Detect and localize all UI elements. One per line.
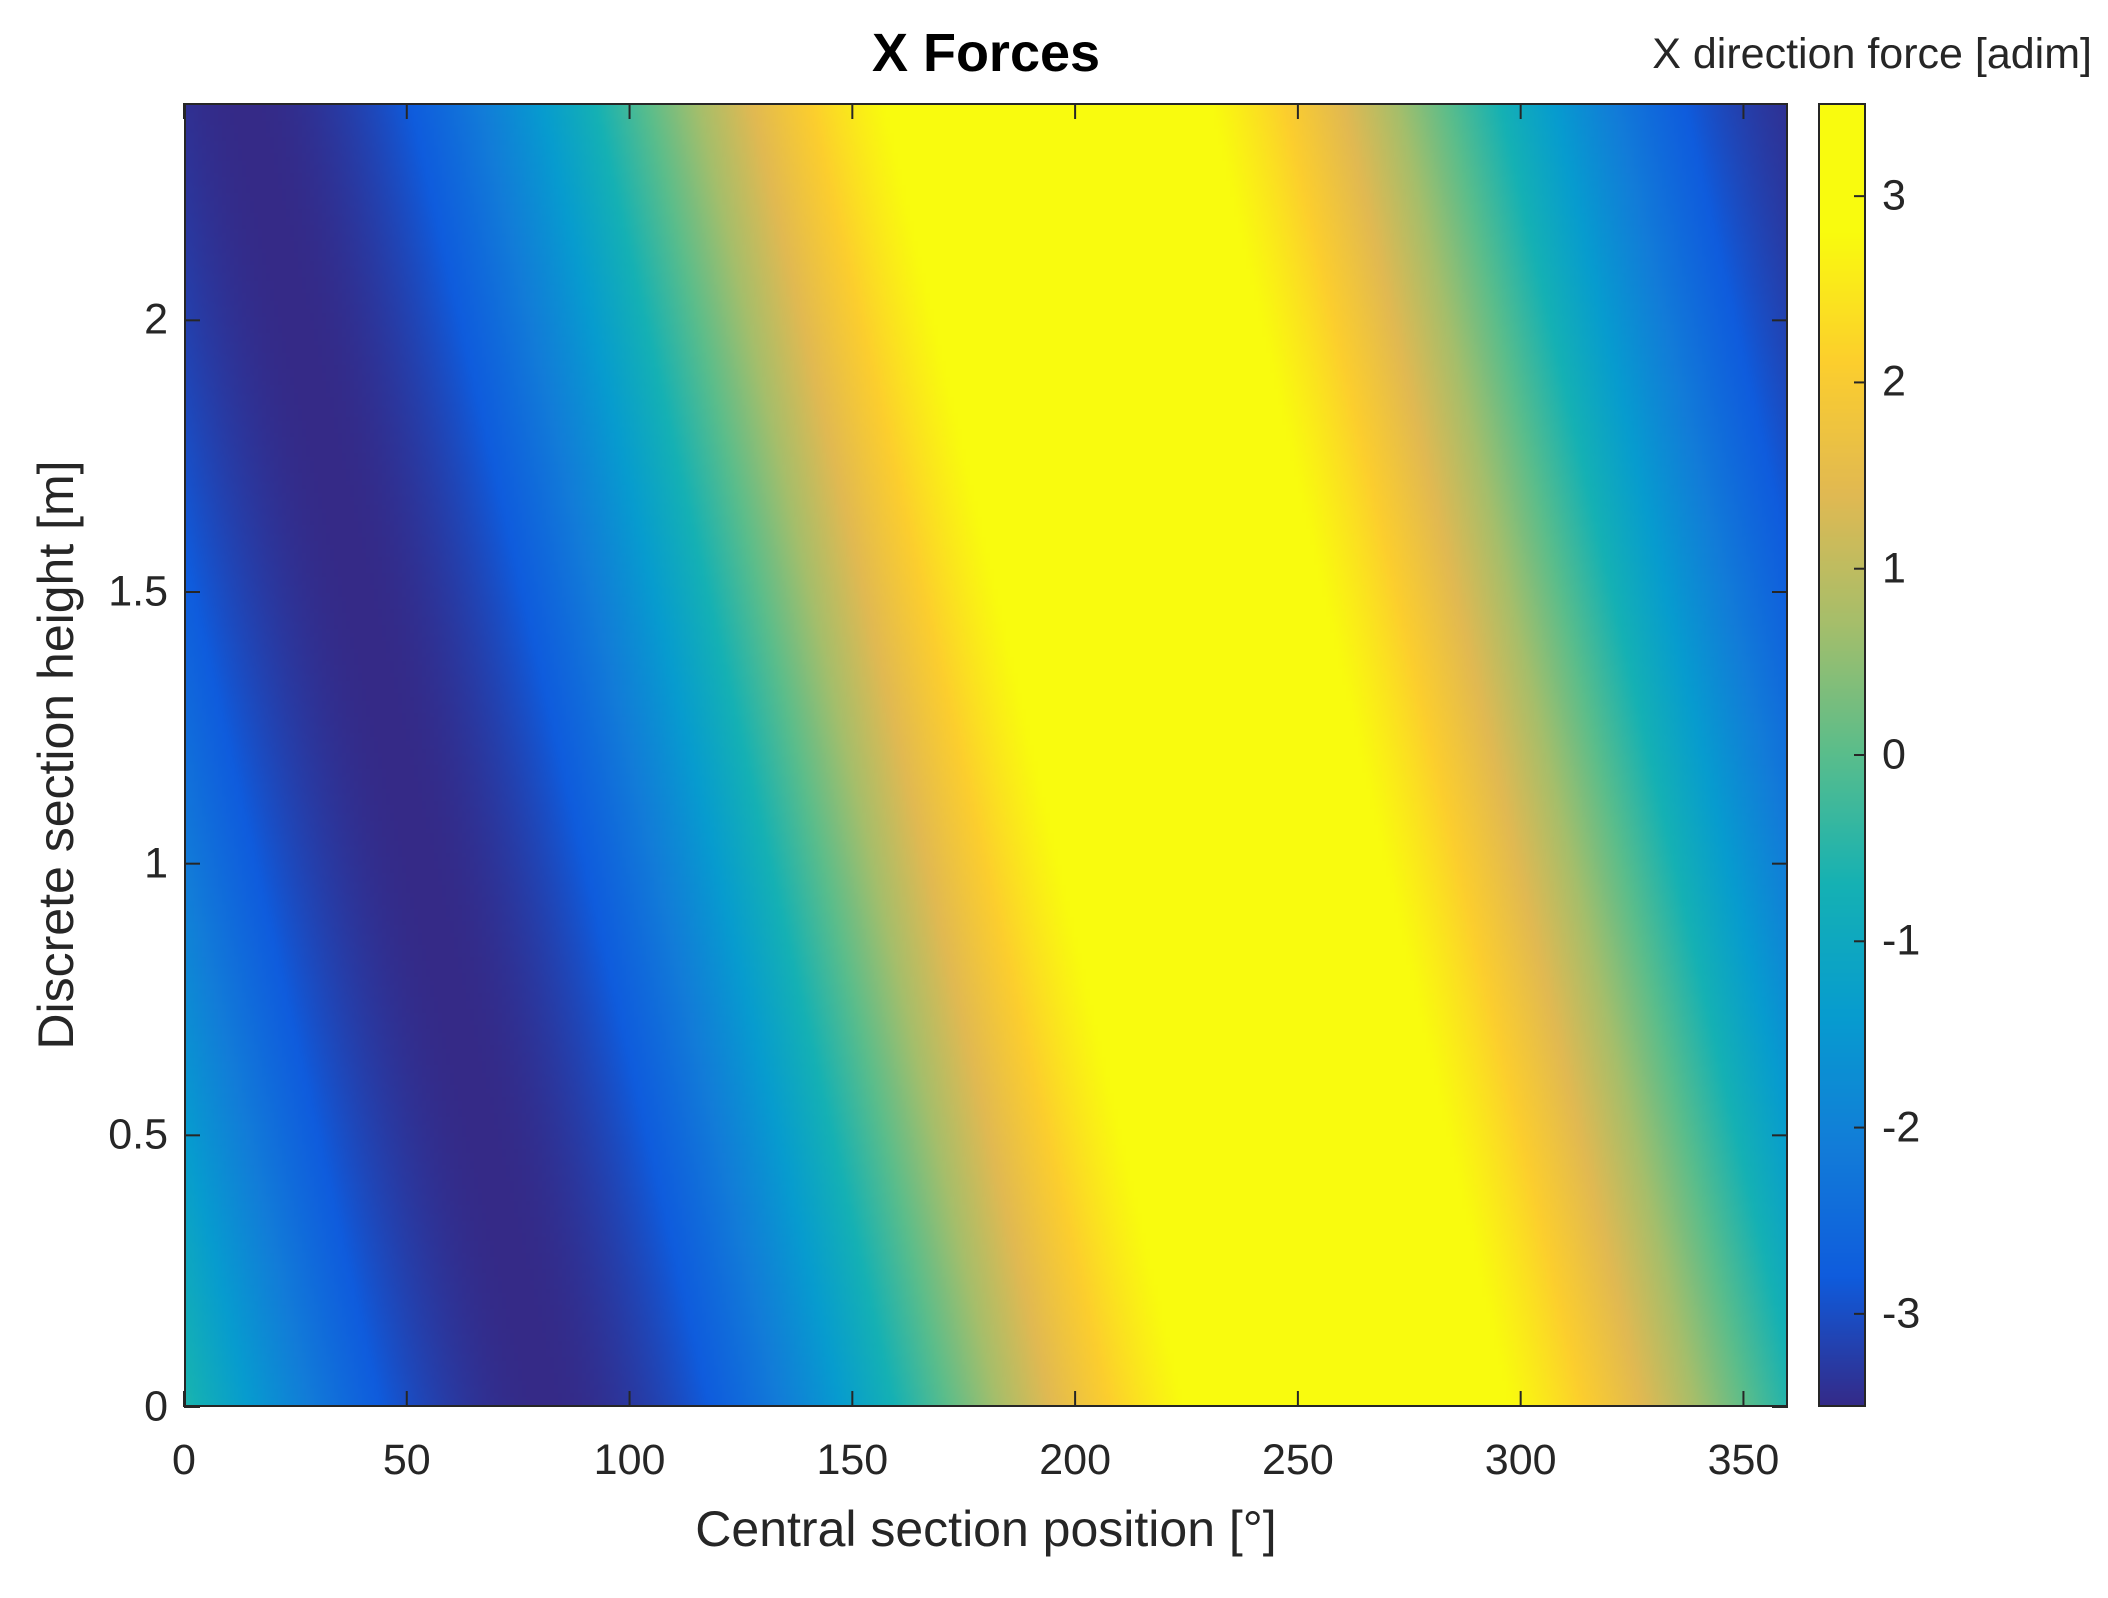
x-tick-label: 50 [382,1436,431,1484]
x-tick-label: 350 [1707,1436,1780,1484]
x-tick-label: 0 [172,1436,196,1484]
plot-border [184,103,1788,1407]
x-axis-label: Central section position [°] [695,1501,1277,1557]
y-tick-label: 1.5 [108,567,168,616]
plot-area [183,103,1788,1408]
x-tick-label: 200 [1039,1436,1111,1484]
y-tick-label: 2 [144,295,168,344]
colorbar-tick-label: 0 [1882,730,1906,779]
colorbar-tick-label: 3 [1882,171,1906,220]
heatmap-image [184,103,1788,1407]
colorbar-frame [1818,103,1866,1407]
y-axis-label: Discrete section height [m] [28,460,84,1050]
colorbar [1818,103,1866,1407]
colorbar-tick-label: -2 [1882,1103,1921,1152]
x-tick-label: 150 [816,1436,889,1484]
plot-frame [183,103,1788,1408]
x-tick-label: 250 [1262,1436,1334,1484]
colorbar-tick-label: 1 [1882,544,1906,593]
colorbar-tick-label: -3 [1882,1289,1921,1338]
colorbar-tick-label: 2 [1882,357,1906,406]
y-tick-label: 0.5 [108,1110,168,1159]
colorbar-label: X direction force [adim] [1652,30,2092,78]
y-tick-label: 1 [144,839,168,888]
colorbar-tick-label: -1 [1882,916,1921,965]
y-tick-label: 0 [144,1382,168,1431]
x-tick-label: 300 [1484,1436,1557,1484]
chart-title: X Forces [871,23,1101,83]
x-tick-label: 100 [593,1436,666,1484]
